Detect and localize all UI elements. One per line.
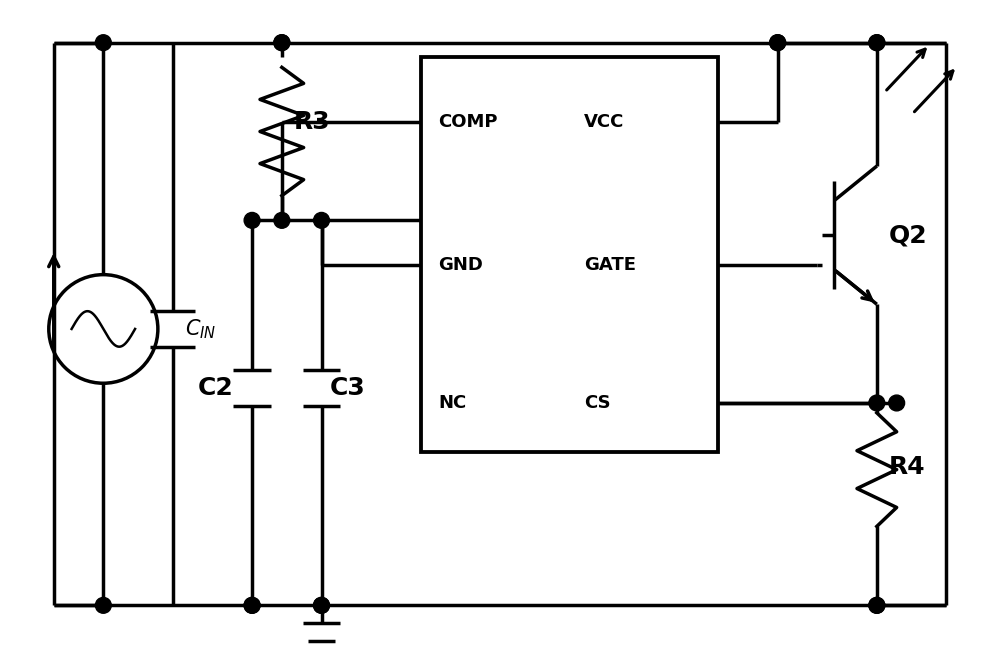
Text: $C_{IN}$: $C_{IN}$ <box>185 317 216 341</box>
Text: Q2: Q2 <box>889 223 927 247</box>
Circle shape <box>95 598 111 613</box>
Text: C3: C3 <box>329 376 365 400</box>
Circle shape <box>274 212 290 228</box>
Circle shape <box>274 35 290 51</box>
Circle shape <box>314 598 329 613</box>
Circle shape <box>244 212 260 228</box>
Circle shape <box>314 212 329 228</box>
Circle shape <box>95 35 111 51</box>
Circle shape <box>869 598 885 613</box>
Text: CS: CS <box>584 394 611 412</box>
Text: NC: NC <box>439 394 467 412</box>
Circle shape <box>244 598 260 613</box>
Text: R3: R3 <box>294 110 330 134</box>
Text: GND: GND <box>439 256 483 274</box>
Circle shape <box>770 35 786 51</box>
Text: R4: R4 <box>889 455 925 479</box>
Circle shape <box>314 598 329 613</box>
Circle shape <box>244 598 260 613</box>
Circle shape <box>274 35 290 51</box>
Bar <box>421 58 718 452</box>
Circle shape <box>869 598 885 613</box>
Text: C2: C2 <box>198 376 233 400</box>
Text: GATE: GATE <box>584 256 636 274</box>
Text: COMP: COMP <box>439 113 498 130</box>
Circle shape <box>869 395 885 411</box>
Circle shape <box>770 35 786 51</box>
Circle shape <box>869 35 885 51</box>
Circle shape <box>869 35 885 51</box>
Circle shape <box>889 395 905 411</box>
Text: VCC: VCC <box>584 113 625 130</box>
